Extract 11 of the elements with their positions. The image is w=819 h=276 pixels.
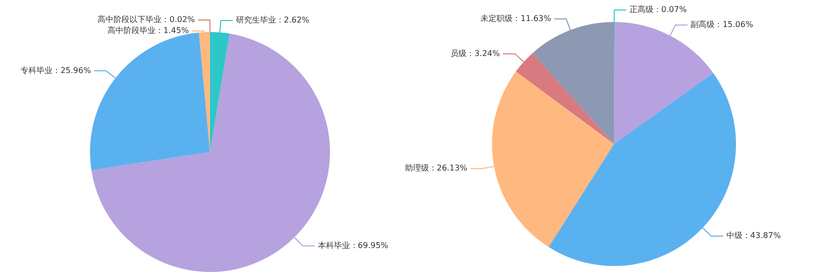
slice-label: 正高级：0.07%: [629, 5, 688, 14]
slice-label: 助理级：26.13%: [404, 164, 468, 173]
slice-label: 副高级：15.06%: [690, 20, 754, 30]
slice-label: 高中阶段以下毕业：0.02%: [97, 15, 196, 24]
slice-label: 高中阶段毕业：1.45%: [107, 26, 190, 36]
slice-label: 中级：43.87%: [726, 231, 782, 240]
slice-label: 专科毕业：25.96%: [20, 66, 92, 75]
slice-label: 未定职级：11.63%: [480, 14, 552, 23]
slice-label: 本科毕业：69.95%: [318, 240, 389, 250]
slice-label: 员级：3.24%: [450, 48, 500, 58]
slice-label: 研究生毕业：2.62%: [236, 16, 310, 25]
